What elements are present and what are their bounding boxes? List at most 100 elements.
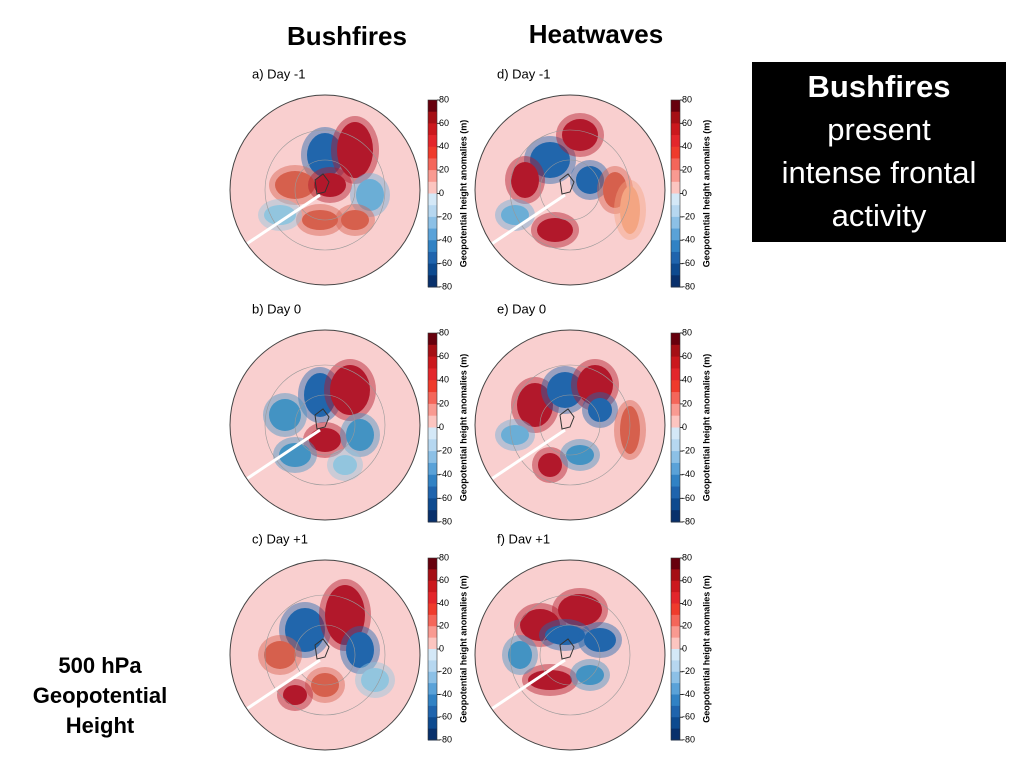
colorbar-band	[671, 228, 680, 241]
colorbar-tick-label: 0	[682, 188, 687, 198]
panel-label: b) Day 0	[252, 301, 301, 316]
colorbar-tick-label: -40	[682, 235, 695, 245]
meridian-line	[244, 193, 321, 247]
colorbar-band	[428, 111, 437, 124]
colorbar-band	[671, 333, 680, 346]
colorbar-tick-label: 0	[682, 422, 687, 432]
colorbar-band	[671, 146, 680, 159]
colorbar-tick-label: -80	[682, 516, 695, 526]
map-background	[230, 330, 420, 520]
map	[230, 330, 420, 520]
colorbar-tick-label: -20	[682, 446, 695, 456]
colorbar-band	[428, 123, 437, 136]
colorbar-tick-label: -20	[439, 211, 452, 221]
colorbar-band	[428, 474, 437, 488]
callout-line: intense frontal	[782, 155, 977, 190]
colorbar-band	[671, 170, 680, 183]
colorbar-tick-label: -80	[439, 281, 452, 291]
coastline	[559, 408, 575, 430]
colorbar-band	[428, 694, 437, 707]
colorbar-title: Geopotential height anomalies (m)	[458, 120, 468, 268]
anomaly-blob	[275, 171, 315, 199]
column-header: Heatwaves	[529, 19, 663, 49]
colorbar-tick-label: 40	[439, 141, 449, 151]
anomaly-blob	[576, 665, 604, 685]
colorbar-band	[428, 569, 437, 582]
colorbar-band	[671, 603, 680, 616]
colorbar-tick-label: -60	[682, 258, 695, 268]
colorbar-band	[671, 415, 680, 428]
map	[230, 560, 420, 750]
colorbar-tick-label: 60	[439, 351, 449, 361]
map-border	[229, 94, 421, 286]
map-border	[229, 559, 421, 751]
colorbar-band	[428, 380, 437, 393]
colorbar-band	[428, 100, 437, 113]
map-border	[474, 94, 666, 286]
colorbar-band	[428, 603, 437, 616]
colorbar-band	[671, 717, 680, 730]
colorbar-band	[428, 158, 437, 171]
colorbar-tick-label: 80	[439, 552, 449, 562]
colorbar-band	[428, 728, 437, 741]
colorbar-tick-label: 0	[439, 643, 444, 653]
callout-line: activity	[832, 198, 927, 233]
colorbar-band	[671, 462, 680, 476]
colorbar-tick-label: -20	[439, 666, 452, 676]
anomaly-blob	[576, 166, 604, 194]
colorbar-band	[428, 660, 437, 673]
colorbar-band	[428, 637, 437, 650]
anomaly-blob	[279, 443, 311, 467]
colorbar-band	[428, 592, 437, 604]
colorbar-band	[428, 368, 437, 381]
colorbar-tick-label: -40	[682, 689, 695, 699]
colorbar-band	[671, 205, 680, 218]
coastline	[314, 173, 330, 195]
callout-line: present	[827, 112, 931, 147]
colorbar-band	[671, 649, 680, 661]
colorbar-band	[671, 275, 680, 288]
colorbar-band	[428, 626, 437, 639]
latitude-line	[294, 394, 356, 456]
colorbar-tick-label: 20	[439, 621, 449, 631]
anomaly-blob	[501, 425, 529, 445]
colorbar-band	[671, 569, 680, 582]
colorbar-band	[428, 170, 437, 183]
colorbar-tick-label: 20	[439, 165, 449, 175]
colorbar-band	[671, 498, 680, 511]
footnote-line: 500 hPa	[58, 653, 142, 678]
colorbar-tick-label: 0	[682, 643, 687, 653]
anomaly-blob	[584, 628, 616, 652]
colorbar-band	[671, 451, 680, 464]
colorbar-band	[671, 158, 680, 171]
map	[475, 95, 665, 285]
colorbar-band	[671, 193, 680, 206]
colorbar-band	[671, 240, 680, 253]
latitude-line	[509, 129, 631, 251]
colorbar-band	[671, 263, 680, 276]
colorbar-band	[428, 558, 437, 570]
map-border	[474, 329, 666, 521]
colorbar-band	[671, 251, 680, 265]
colorbar-band	[671, 100, 680, 113]
colorbar-title: Geopotential height anomalies (m)	[458, 354, 468, 502]
colorbar-band	[428, 427, 437, 440]
colorbar-band	[671, 135, 680, 148]
colorbar-tick-label: 60	[439, 118, 449, 128]
colorbar-band	[428, 135, 437, 148]
anomaly-blob	[269, 399, 301, 431]
colorbar-tick-label: 80	[682, 552, 692, 562]
colorbar-tick-label: 80	[439, 327, 449, 337]
colorbar-band	[428, 451, 437, 464]
colorbar-band	[671, 392, 680, 405]
map	[475, 330, 665, 520]
colorbar-tick-label: 0	[439, 422, 444, 432]
colorbar-band	[428, 486, 437, 499]
colorbar-band	[428, 392, 437, 405]
meridian-line	[244, 428, 321, 482]
coastline	[559, 173, 575, 195]
colorbar-band	[428, 683, 437, 695]
anomaly-blob	[603, 172, 627, 208]
colorbar-band	[428, 671, 437, 684]
colorbar-band	[671, 356, 680, 369]
